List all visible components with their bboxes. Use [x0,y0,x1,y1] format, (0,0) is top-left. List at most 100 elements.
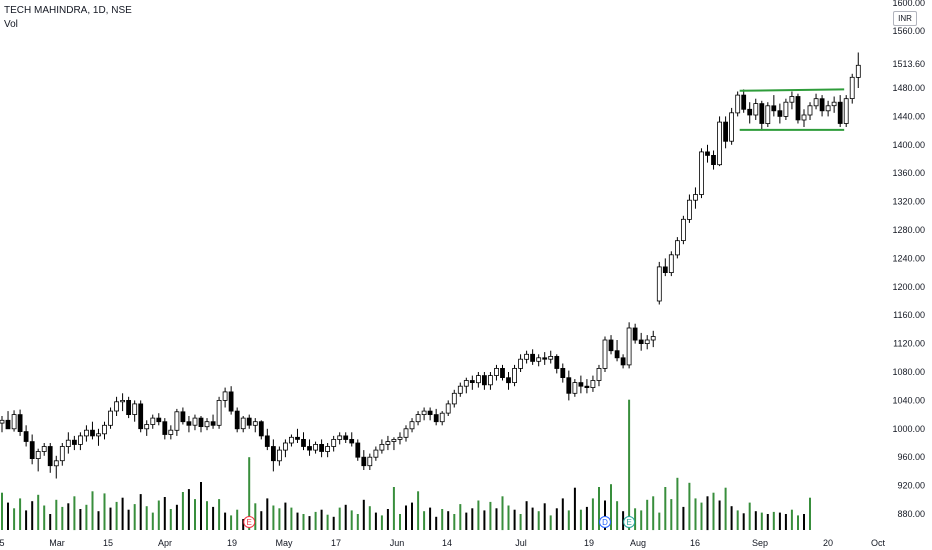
candle-body [723,121,728,142]
candle-body [222,391,228,401]
volume-bar [567,510,570,530]
time-tick-label: Jun [390,538,405,548]
candle [506,372,511,390]
candle-body [361,456,367,467]
volume-bar [67,503,70,530]
volume-bar [537,511,540,530]
candle-body [747,108,753,116]
volume-bar [616,501,619,530]
price-tick-label: 1320.00 [892,197,925,207]
event-marker-circle [599,516,611,528]
time-tick-label: Mar [49,538,65,548]
candle [319,439,325,458]
candle-body [355,442,361,458]
volume-bar [809,497,811,530]
candle-body [397,436,403,440]
candle-body [632,327,638,341]
candle-body [307,446,312,451]
candle [23,425,29,447]
candle-body [614,350,620,359]
volume-bars [1,399,811,531]
candle-body [650,336,656,341]
volume-bar [803,514,805,530]
volume-bar [151,512,154,530]
candle-body [84,429,89,437]
volume-bar [139,494,142,530]
candle [5,411,11,430]
candle-body [668,254,674,274]
candle [72,435,77,451]
candle-body [753,103,759,116]
volume-bar [561,498,564,530]
volume-bar [585,506,588,530]
candle [240,416,246,433]
volume-bar [103,493,106,530]
candle [723,116,728,149]
candle [837,95,843,127]
candle [789,91,795,110]
candle-body [813,98,819,107]
candle-body [644,339,650,344]
candle [102,421,107,440]
event-marker-circle [623,516,636,528]
candle [433,408,439,426]
time-tick-label: 5 [0,538,5,548]
candle-body [319,443,325,452]
candle [855,52,861,88]
candle [445,400,451,416]
volume-bar [13,508,16,530]
candle [47,443,53,473]
candle [270,439,276,472]
time-tick-label: 19 [584,538,594,548]
volume-bar [682,506,685,530]
candle [548,350,554,364]
candle-body [240,417,246,430]
volume-bar [519,514,522,530]
candle [29,434,35,465]
candle [711,150,716,170]
price-tick-label: 920.00 [897,481,925,491]
candle [494,364,499,381]
volume-bar [163,497,166,530]
event-marker-circle [243,516,256,528]
candle-body [560,367,566,378]
candle-body [313,443,319,451]
candle-body [114,401,119,412]
candle [777,103,783,124]
candle [96,428,101,446]
candle-body [765,105,771,125]
candle-body [59,446,65,462]
candle-body [120,399,125,403]
candle-body [620,357,626,366]
candle-body [343,435,349,440]
price-tick-label: 1600.00 [892,0,925,8]
event-marker-dividend: D [599,516,611,528]
candle-body [717,121,722,166]
candle-body [210,421,216,426]
volume-bar [206,501,208,530]
candle-body [90,429,95,437]
candle-body [693,194,698,201]
candle-body [500,367,505,378]
volume-bar [290,507,293,530]
candle-body [542,357,548,360]
candle-body [487,375,493,386]
candle-body [258,421,264,437]
currency-badge[interactable]: INR [893,11,917,26]
candle [198,416,204,433]
candle-body [759,103,765,124]
candle-body [783,101,789,117]
volume-bar [471,508,474,530]
candle-body [156,417,162,423]
candle-body [855,64,861,78]
price-tick-label: 1280.00 [892,225,925,235]
volume-bar [429,507,432,530]
candle [463,377,469,394]
price-tick-label: 1160.00 [893,310,925,320]
candle [138,400,144,433]
candle-body [807,105,813,116]
candle-body [699,151,704,195]
candle [126,396,131,419]
candle [439,411,445,426]
